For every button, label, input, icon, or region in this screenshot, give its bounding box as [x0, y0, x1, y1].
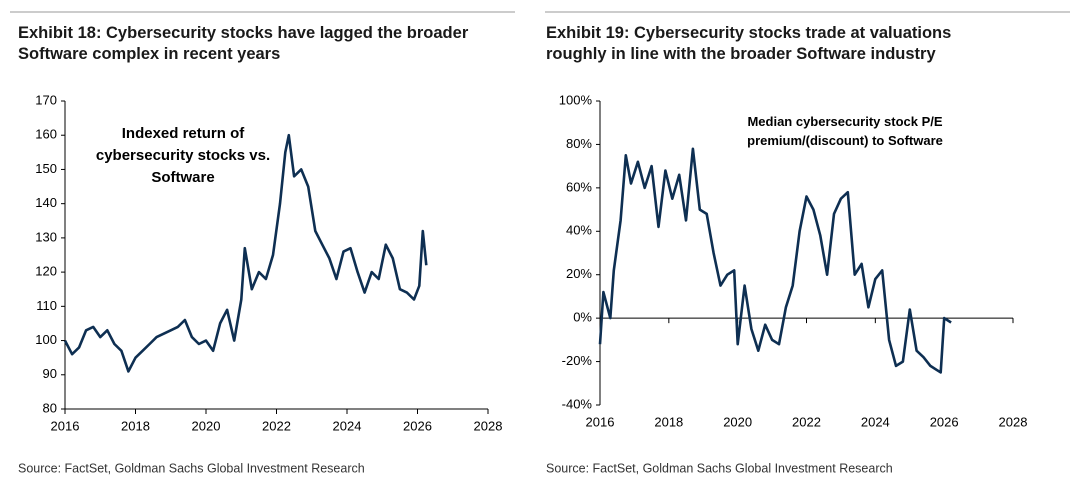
y-tick-label: 20% — [566, 266, 592, 281]
x-tick-label: 2028 — [474, 418, 503, 433]
x-tick-label: 2022 — [262, 418, 291, 433]
y-tick-label: 100% — [559, 92, 593, 107]
y-tick-label: 0% — [573, 310, 592, 325]
x-tick-label: 2028 — [999, 414, 1028, 429]
x-tick-label: 2026 — [403, 418, 432, 433]
x-tick-label: 2024 — [333, 418, 362, 433]
y-tick-label: 60% — [566, 179, 592, 194]
y-tick-label: 150 — [35, 161, 57, 176]
y-tick-label: 40% — [566, 223, 592, 238]
y-tick-label: 100 — [35, 332, 57, 347]
x-tick-label: 2018 — [121, 418, 150, 433]
data-line — [63, 133, 428, 373]
y-tick-label: 170 — [35, 92, 57, 107]
x-tick-label: 2018 — [654, 414, 683, 429]
chart-title: Exhibit 19: Cybersecurity stocks trade a… — [546, 24, 951, 63]
y-tick-label: 80 — [43, 400, 57, 415]
y-tick-label: -40% — [562, 396, 593, 411]
y-tick-label: 140 — [35, 195, 57, 210]
y-tick-label: 120 — [35, 264, 57, 279]
x-tick-label: 2022 — [792, 414, 821, 429]
x-tick-label: 2020 — [192, 418, 221, 433]
y-tick-label: -20% — [562, 353, 593, 368]
y-tick-label: 110 — [36, 298, 57, 313]
y-tick-label: 160 — [35, 127, 57, 142]
x-tick-label: 2016 — [586, 414, 615, 429]
y-tick-label: 80% — [566, 136, 592, 151]
x-tick-label: 2020 — [723, 414, 752, 429]
annotation: Median cybersecurity stock P/E premium/(d… — [747, 114, 943, 148]
x-tick-label: 2024 — [861, 414, 890, 429]
x-tick-label: 2016 — [51, 418, 80, 433]
source: Source: FactSet, Goldman Sachs Global In… — [18, 461, 365, 475]
y-tick-label: 130 — [35, 229, 57, 244]
data-line — [598, 147, 952, 374]
chart-title: Exhibit 18: Cybersecurity stocks have la… — [18, 24, 469, 63]
source: Source: FactSet, Goldman Sachs Global In… — [546, 461, 893, 475]
x-tick-label: 2026 — [930, 414, 959, 429]
y-tick-label: 90 — [43, 366, 57, 381]
annotation: Indexed return of cybersecurity stocks vs… — [96, 125, 270, 186]
